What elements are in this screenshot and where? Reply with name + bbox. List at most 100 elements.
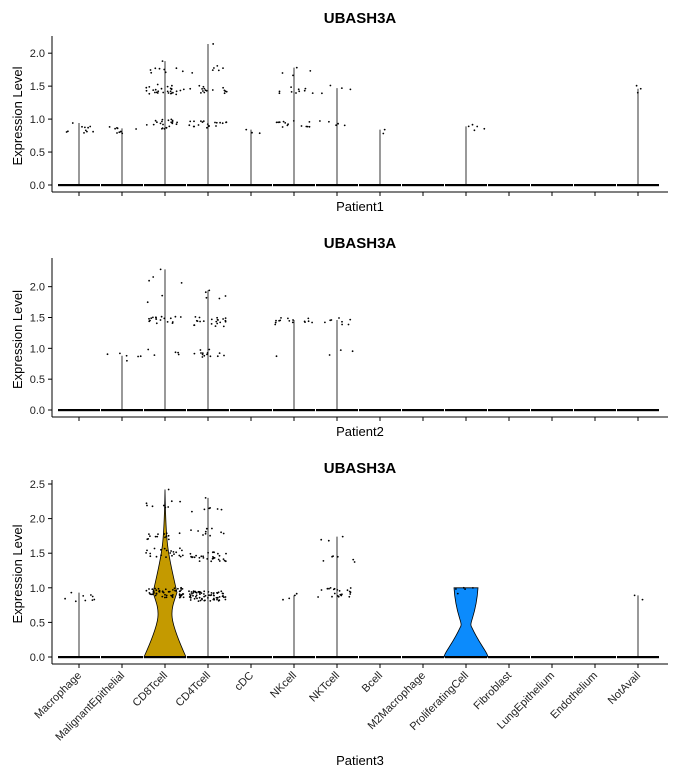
data-point	[352, 558, 355, 561]
data-point	[278, 92, 281, 95]
data-point-max	[341, 535, 344, 538]
data-point	[64, 597, 66, 600]
data-point	[208, 125, 210, 127]
data-point	[204, 530, 207, 533]
panel-patient2: UBASH3A Expression Level Patient2 0.0 0.5 1.0…	[10, 235, 668, 439]
data-point-max	[467, 125, 470, 128]
data-point	[200, 120, 202, 122]
data-point	[193, 556, 196, 559]
y-tick-label: 0.0	[30, 405, 45, 417]
data-point	[198, 84, 201, 87]
data-point	[207, 591, 210, 593]
data-point	[179, 555, 182, 558]
data-point	[150, 71, 153, 74]
zero-points-CD8Tcell	[144, 184, 186, 187]
data-point	[203, 595, 206, 598]
data-point	[152, 276, 155, 278]
y-tick-label: 2.0	[30, 282, 45, 294]
data-point	[203, 87, 206, 90]
data-point	[154, 594, 157, 597]
data-point	[220, 590, 223, 593]
data-point	[154, 587, 157, 590]
data-point	[211, 89, 214, 91]
zero-points-Macrophage	[58, 409, 100, 412]
data-point	[157, 587, 160, 590]
data-point	[204, 532, 207, 535]
data-point	[181, 554, 184, 557]
data-point	[152, 590, 155, 592]
data-point	[182, 596, 185, 599]
data-point	[319, 120, 321, 122]
data-point	[335, 124, 337, 127]
data-point-max	[383, 128, 386, 131]
data-point	[162, 123, 164, 126]
data-point	[200, 92, 202, 94]
data-point	[217, 591, 220, 594]
data-point	[178, 594, 181, 596]
data-point-max	[292, 319, 294, 321]
data-point	[189, 593, 191, 595]
data-point	[216, 316, 219, 319]
zero-points-NKTcell	[316, 656, 358, 659]
data-point	[199, 349, 202, 351]
data-point	[168, 125, 171, 128]
zero-points-Fibroblast	[488, 184, 530, 187]
zero-points-Fibroblast	[488, 656, 530, 659]
data-point	[210, 592, 213, 594]
data-point	[158, 67, 161, 70]
data-point	[192, 590, 195, 593]
data-point	[145, 124, 148, 126]
data-point	[202, 555, 205, 558]
data-point	[148, 533, 150, 535]
data-point	[86, 130, 88, 133]
data-point	[192, 594, 194, 597]
data-point	[175, 93, 178, 96]
y-tick-label: 0.5	[30, 374, 45, 386]
data-point	[171, 554, 173, 557]
data-point	[82, 595, 85, 597]
data-point	[213, 598, 216, 601]
data-point	[198, 316, 201, 319]
data-point	[206, 352, 209, 354]
data-point	[188, 124, 191, 127]
data-point	[106, 353, 109, 356]
data-point	[171, 595, 174, 597]
data-point	[157, 90, 160, 93]
data-point	[148, 92, 151, 95]
data-point	[193, 324, 196, 326]
data-point	[328, 120, 330, 123]
data-point	[67, 130, 69, 133]
data-point	[197, 530, 200, 532]
x-tick-label: NotAvail	[606, 670, 643, 707]
data-point	[216, 65, 219, 67]
data-point	[222, 318, 225, 320]
data-point-max	[161, 60, 164, 62]
data-point	[198, 556, 201, 559]
data-point	[292, 120, 295, 122]
data-point	[151, 505, 154, 508]
data-point	[170, 500, 173, 503]
data-point	[155, 589, 158, 592]
data-point	[202, 557, 205, 559]
x-tick-label: NKcell	[268, 670, 299, 701]
data-point	[108, 126, 111, 128]
data-point	[215, 320, 218, 323]
data-point	[212, 556, 214, 558]
data-point	[178, 532, 181, 535]
data-point	[464, 588, 466, 590]
data-point	[151, 588, 154, 591]
data-point	[146, 504, 148, 507]
data-point	[175, 589, 178, 592]
data-point	[161, 120, 163, 123]
data-point	[208, 594, 211, 597]
data-point	[160, 548, 162, 551]
data-point	[222, 595, 224, 597]
data-point	[224, 90, 227, 93]
data-point	[203, 590, 206, 593]
data-point	[153, 354, 156, 356]
data-point	[159, 122, 162, 125]
data-point	[119, 352, 121, 355]
data-point	[288, 597, 291, 600]
y-axis-title: Expression Level	[10, 524, 25, 623]
data-point-max	[116, 127, 119, 130]
